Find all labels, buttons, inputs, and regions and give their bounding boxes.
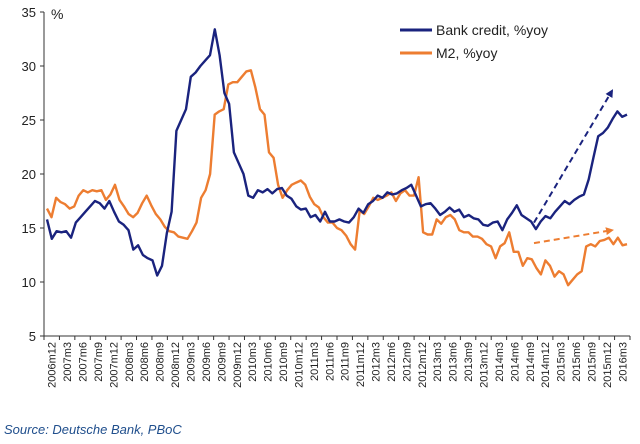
x-tick-label: 2014m6 [509,342,521,382]
legend-label: Bank credit, %yoy [436,22,548,38]
x-tick-label: 2008m9 [155,342,167,382]
x-tick-label: 2009m3 [186,342,198,382]
x-tick-label: 2013m6 [448,342,460,382]
x-tick-label: 2011m12 [355,342,367,387]
x-tick-label: 2011m6 [324,342,336,381]
y-tick-label: 10 [22,275,36,290]
x-tick-label: 2011m9 [340,342,352,381]
x-tick-label: 2009m6 [201,342,213,382]
y-tick-label: 30 [22,59,36,74]
bank-credit-trend-arrow [533,89,614,224]
x-tick-label: 2008m3 [124,342,136,382]
legend: Bank credit, %yoy M2, %yoy [400,22,548,61]
x-tick-label: 2015m3 [556,342,568,382]
y-axis-ticks: 5 10 15 20 25 30 35 [22,5,44,344]
x-tick-label: 2015m9 [586,342,598,382]
y-tick-label: 35 [22,5,36,20]
x-axis-ticks: 2006m12 2007m3 2007m6 2007m9 2007m12 2008m3 20… [43,336,631,388]
m2-trend-arrow [533,227,614,245]
source-note: Source: Deutsche Bank, PBoC [4,422,182,437]
x-tick-label: 2015m12 [602,342,614,388]
x-tick-label: 2007m3 [62,342,74,382]
y-tick-label: 5 [29,329,36,344]
x-tick-label: 2013m12 [479,342,491,388]
series-lines [45,28,628,287]
x-tick-label: 2013m9 [463,342,475,382]
x-tick-label: 2010m12 [293,342,305,388]
x-tick-label: 2009m9 [216,342,228,382]
x-tick-label: 2007m12 [108,342,120,388]
x-tick-label: 2012m9 [401,342,413,382]
x-tick-label: 2010m6 [263,342,275,382]
x-tick-label: 2008m12 [170,342,182,388]
x-tick-label: 2007m9 [93,342,105,382]
series-line [45,28,628,277]
x-tick-label: 2012m3 [371,342,383,382]
y-unit-label: % [51,6,63,22]
x-tick-label: 2010m3 [247,342,259,382]
x-tick-label: 2013m3 [432,342,444,382]
series-line [45,69,628,287]
legend-label: M2, %yoy [436,45,497,61]
y-tick-label: 20 [22,167,36,182]
x-tick-label: 2014m3 [494,342,506,382]
x-tick-label: 2011m3 [309,342,321,381]
x-tick-label: 2009m12 [232,342,244,388]
x-tick-label: 2008m6 [139,342,151,382]
y-tick-label: 15 [22,221,36,236]
trend-arrows [533,89,614,245]
x-tick-label: 2007m6 [78,342,90,382]
y-tick-label: 25 [22,113,36,128]
x-tick-label: 2015m6 [571,342,583,382]
x-tick-label: 2010m9 [278,342,290,382]
x-tick-label: 2006m12 [47,342,59,388]
x-tick-label: 2016m3 [617,342,629,382]
x-tick-label: 2012m12 [417,342,429,388]
x-tick-label: 2014m12 [540,342,552,388]
x-tick-label: 2012m6 [386,342,398,382]
x-tick-label: 2014m9 [525,342,537,382]
axes [43,12,630,337]
